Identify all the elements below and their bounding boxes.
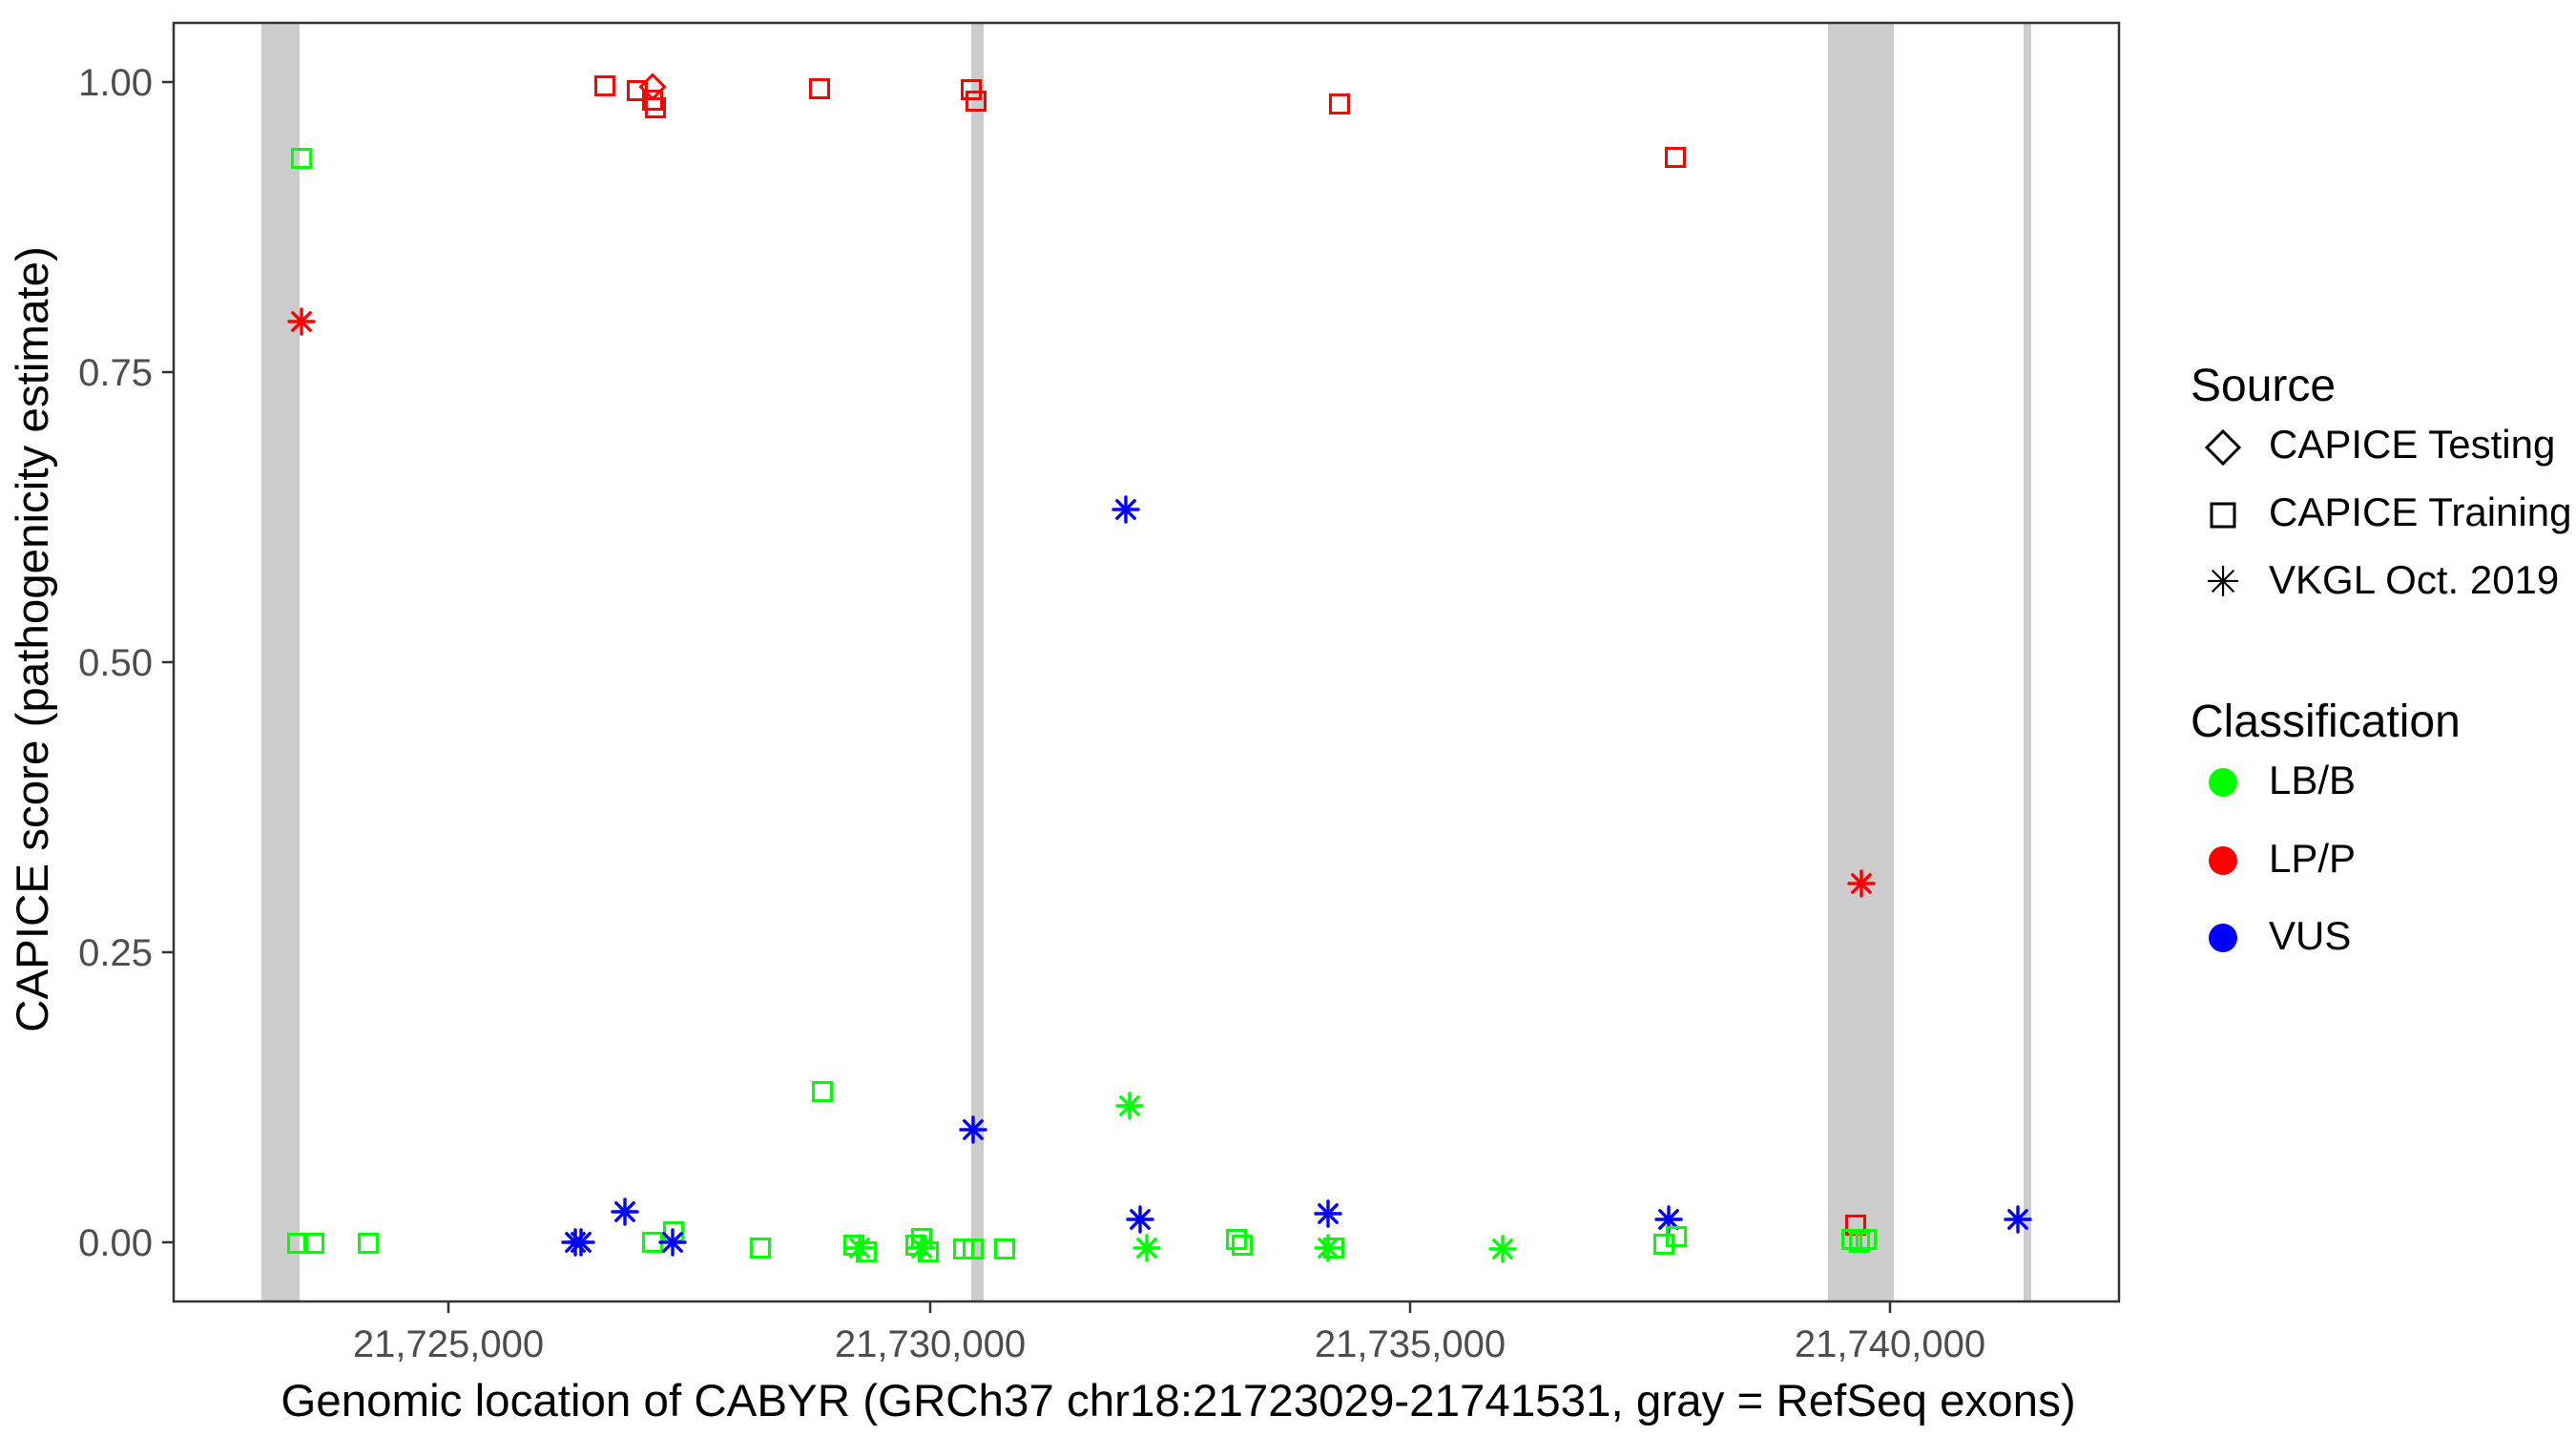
svg-text:Source: Source [2191,361,2336,411]
svg-text:VKGL Oct. 2019: VKGL Oct. 2019 [2269,557,2559,602]
svg-text:1.00: 1.00 [78,62,153,104]
svg-text:21,730,000: 21,730,000 [835,1323,1026,1365]
svg-text:Genomic location of CABYR (GRC: Genomic location of CABYR (GRCh37 chr18:… [280,1376,2075,1426]
svg-text:LP/P: LP/P [2269,836,2356,881]
svg-text:LB/B: LB/B [2269,758,2356,802]
svg-text:21,725,000: 21,725,000 [353,1323,544,1365]
svg-text:✳: ✳ [2206,559,2241,606]
svg-text:0.25: 0.25 [78,932,153,974]
svg-text:Classification: Classification [2191,697,2461,747]
svg-text:CAPICE Training: CAPICE Training [2269,489,2571,534]
svg-text:VUS: VUS [2269,913,2351,958]
svg-text:CAPICE score (pathogenicity es: CAPICE score (pathogenicity estimate) [8,246,58,1032]
svg-text:0.00: 0.00 [78,1222,153,1264]
svg-text:CAPICE Testing: CAPICE Testing [2269,422,2555,467]
svg-text:0.50: 0.50 [78,642,153,684]
svg-text:21,735,000: 21,735,000 [1315,1323,1506,1365]
svg-text:0.75: 0.75 [78,352,153,394]
svg-text:21,740,000: 21,740,000 [1795,1323,1985,1365]
